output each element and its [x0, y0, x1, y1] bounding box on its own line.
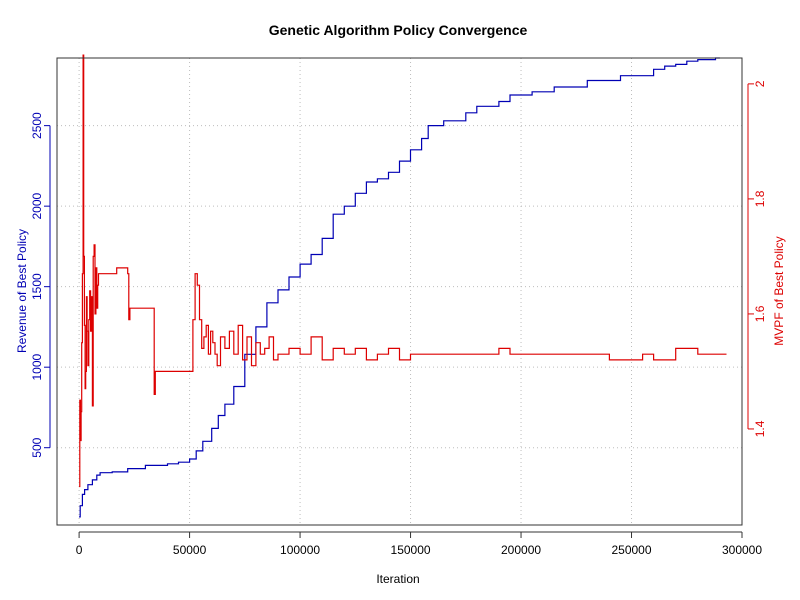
x-tick-label: 200000 [501, 543, 541, 557]
x-axis: 0 50000 100000 150000 200000 250000 300000 [76, 531, 762, 557]
x-tick-label: 250000 [611, 543, 651, 557]
y-right-tick-label: 1.8 [753, 190, 767, 207]
x-tick-label: 300000 [722, 543, 762, 557]
y-left-tick-label: 1000 [30, 354, 44, 381]
y-axis-right: 1.4 1.6 1.8 2 [747, 80, 767, 437]
y-right-tick-label: 1.4 [753, 420, 767, 437]
x-tick-label: 100000 [280, 543, 320, 557]
y-axis-left-title: Revenue of Best Policy [15, 229, 29, 353]
y-right-tick-label: 1.6 [753, 305, 767, 322]
chart-title: Genetic Algorithm Policy Convergence [269, 22, 528, 38]
y-left-tick-label: 500 [30, 437, 44, 457]
y-left-tick-label: 2500 [30, 112, 44, 139]
x-axis-title: Iteration [376, 572, 419, 586]
y-axis-right-title: MVPF of Best Policy [772, 236, 786, 345]
x-tick-label: 50000 [173, 543, 207, 557]
y-left-tick-label: 2000 [30, 192, 44, 219]
series-layer [79, 54, 727, 518]
x-tick-label: 0 [76, 543, 83, 557]
plot-frame [56, 57, 743, 526]
series-line-mvpf [79, 54, 727, 488]
y-right-tick-label: 2 [753, 80, 767, 87]
x-tick-label: 150000 [391, 543, 431, 557]
series-line-revenue [79, 57, 720, 518]
axes [56, 57, 743, 526]
y-axis-left: 500 1000 1500 2000 2500 [30, 112, 51, 458]
y-left-tick-label: 1500 [30, 273, 44, 300]
